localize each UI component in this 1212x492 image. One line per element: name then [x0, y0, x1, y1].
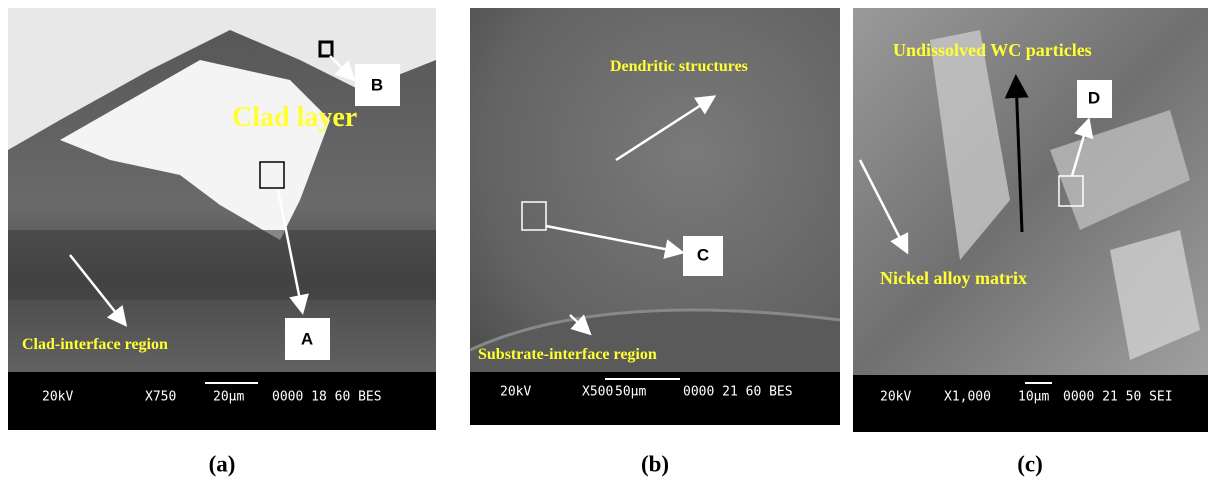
page: Clad layer Clad-interface region B A 20k…: [0, 0, 1212, 492]
marker-label: C: [697, 245, 709, 264]
voltage: 20kV: [880, 390, 911, 405]
figure: Clad layer Clad-interface region B A 20k…: [0, 0, 1212, 492]
marker-label: A: [301, 329, 313, 348]
magnification: X1,000: [944, 390, 991, 405]
caption: (c): [1017, 451, 1043, 476]
annotation: Dendritic structures: [610, 58, 748, 75]
voltage: 20kV: [500, 385, 531, 400]
caption: (a): [209, 451, 236, 476]
annotation: Substrate-interface region: [478, 346, 657, 363]
panel-a: Clad layer Clad-interface region B A 20k…: [8, 8, 436, 476]
annotation: Undissolved WC particles: [893, 40, 1092, 60]
image-code: 0000 21 60 BES: [683, 385, 793, 400]
image-code: 0000 21 50 SEI: [1063, 390, 1173, 405]
annotation: Nickel alloy matrix: [880, 268, 1027, 288]
magnification: X750: [145, 390, 176, 405]
voltage: 20kV: [42, 390, 73, 405]
panel-c: Undissolved WC particles Nickel alloy ma…: [853, 8, 1208, 476]
caption: (b): [641, 451, 669, 476]
scale-label: 50µm: [615, 385, 646, 400]
scale-label: 10µm: [1018, 390, 1049, 405]
scale-label: 20µm: [213, 390, 244, 405]
annotation: Clad layer: [232, 102, 357, 133]
panel-b: Dendritic structures Substrate-interface…: [470, 8, 840, 476]
magnification: X500: [582, 385, 613, 400]
marker-label: B: [371, 75, 383, 94]
marker-label: D: [1088, 88, 1100, 107]
annotation: Clad-interface region: [22, 336, 168, 353]
image-code: 0000 18 60 BES: [272, 390, 382, 405]
